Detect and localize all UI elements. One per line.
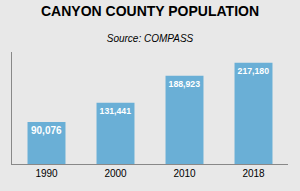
svg-text:Source: COMPASS: Source: COMPASS	[107, 33, 194, 44]
svg-text:CANYON COUNTY POPULATION: CANYON COUNTY POPULATION	[41, 3, 259, 19]
svg-text:2000: 2000	[104, 168, 127, 179]
svg-text:1990: 1990	[35, 168, 58, 179]
svg-text:2018: 2018	[242, 168, 265, 179]
svg-text:188,923: 188,923	[169, 79, 201, 89]
svg-text:131,441: 131,441	[100, 106, 132, 116]
svg-text:90,076: 90,076	[31, 125, 62, 136]
svg-text:217,180: 217,180	[238, 66, 270, 76]
svg-text:2010: 2010	[173, 168, 196, 179]
